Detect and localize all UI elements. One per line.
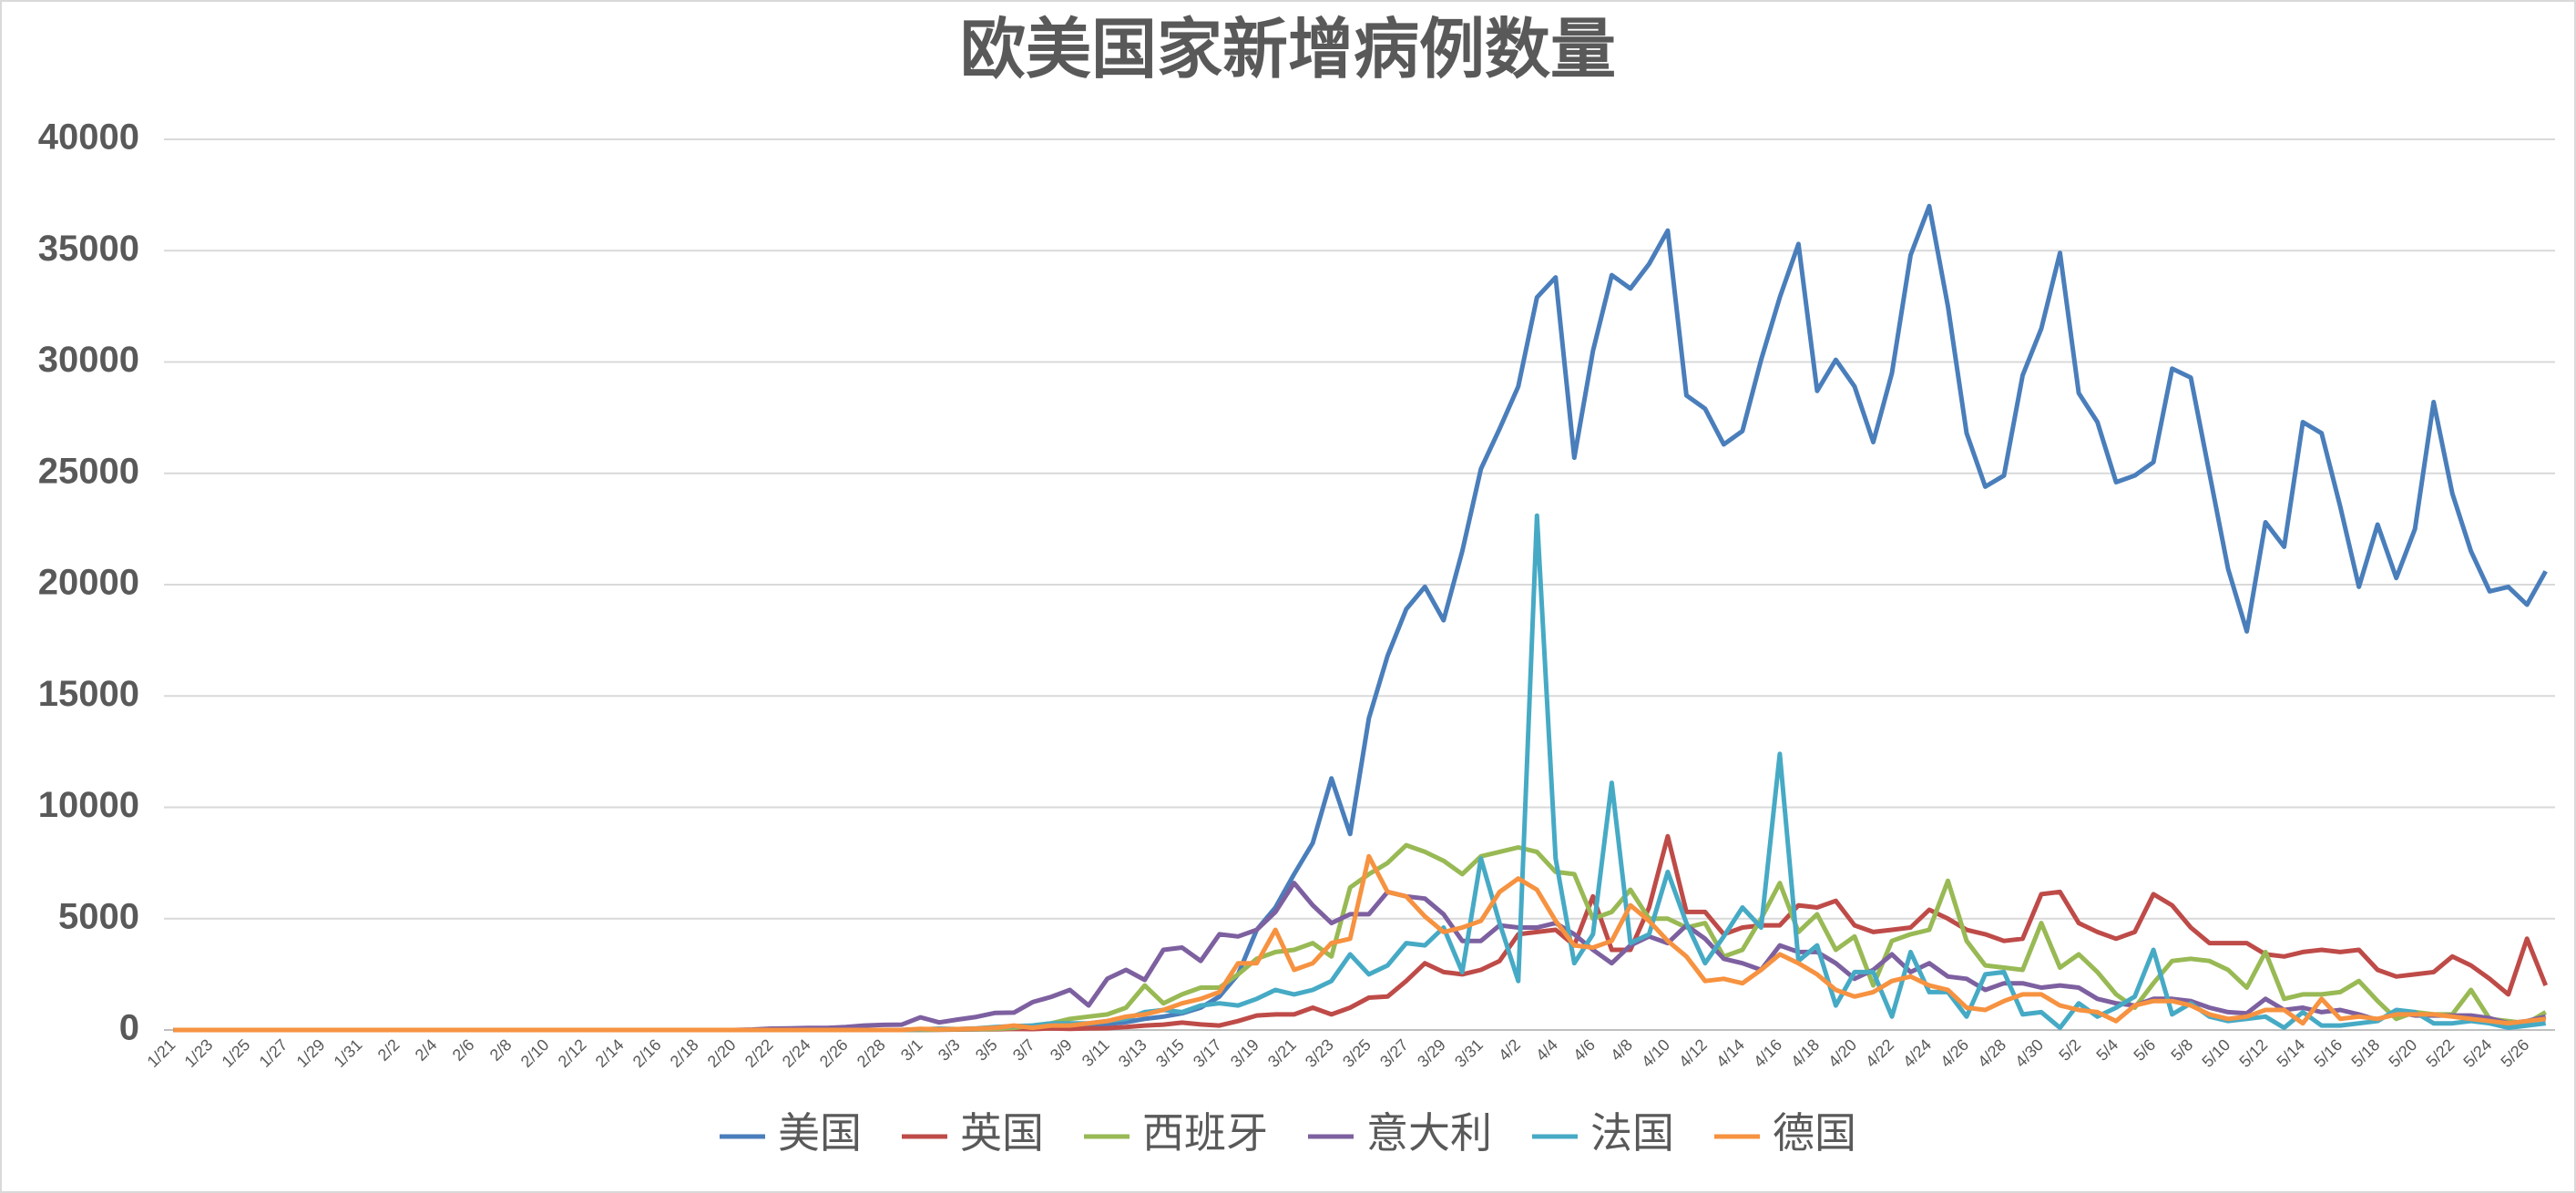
legend-label: 英国 <box>960 1109 1044 1157</box>
y-tick-label: 35000 <box>38 229 139 269</box>
legend-label: 德国 <box>1773 1109 1856 1157</box>
y-tick-label: 25000 <box>38 451 139 491</box>
series-line <box>173 853 2546 1033</box>
legend-label: 法国 <box>1590 1109 1674 1157</box>
chart-title: 欧美国家新增病例数量 <box>960 14 1616 87</box>
legend-label: 美国 <box>778 1109 862 1157</box>
y-tick-label: 20000 <box>38 563 139 603</box>
y-tick-label: 0 <box>119 1008 139 1048</box>
y-tick-label: 30000 <box>38 340 139 380</box>
y-tick-label: 5000 <box>58 896 139 936</box>
y-tick-label: 40000 <box>38 117 139 158</box>
legend-label: 西班牙 <box>1142 1109 1268 1157</box>
y-tick-label: 15000 <box>38 674 139 714</box>
y-tick-label: 10000 <box>38 785 139 825</box>
legend-label: 意大利 <box>1366 1109 1492 1157</box>
